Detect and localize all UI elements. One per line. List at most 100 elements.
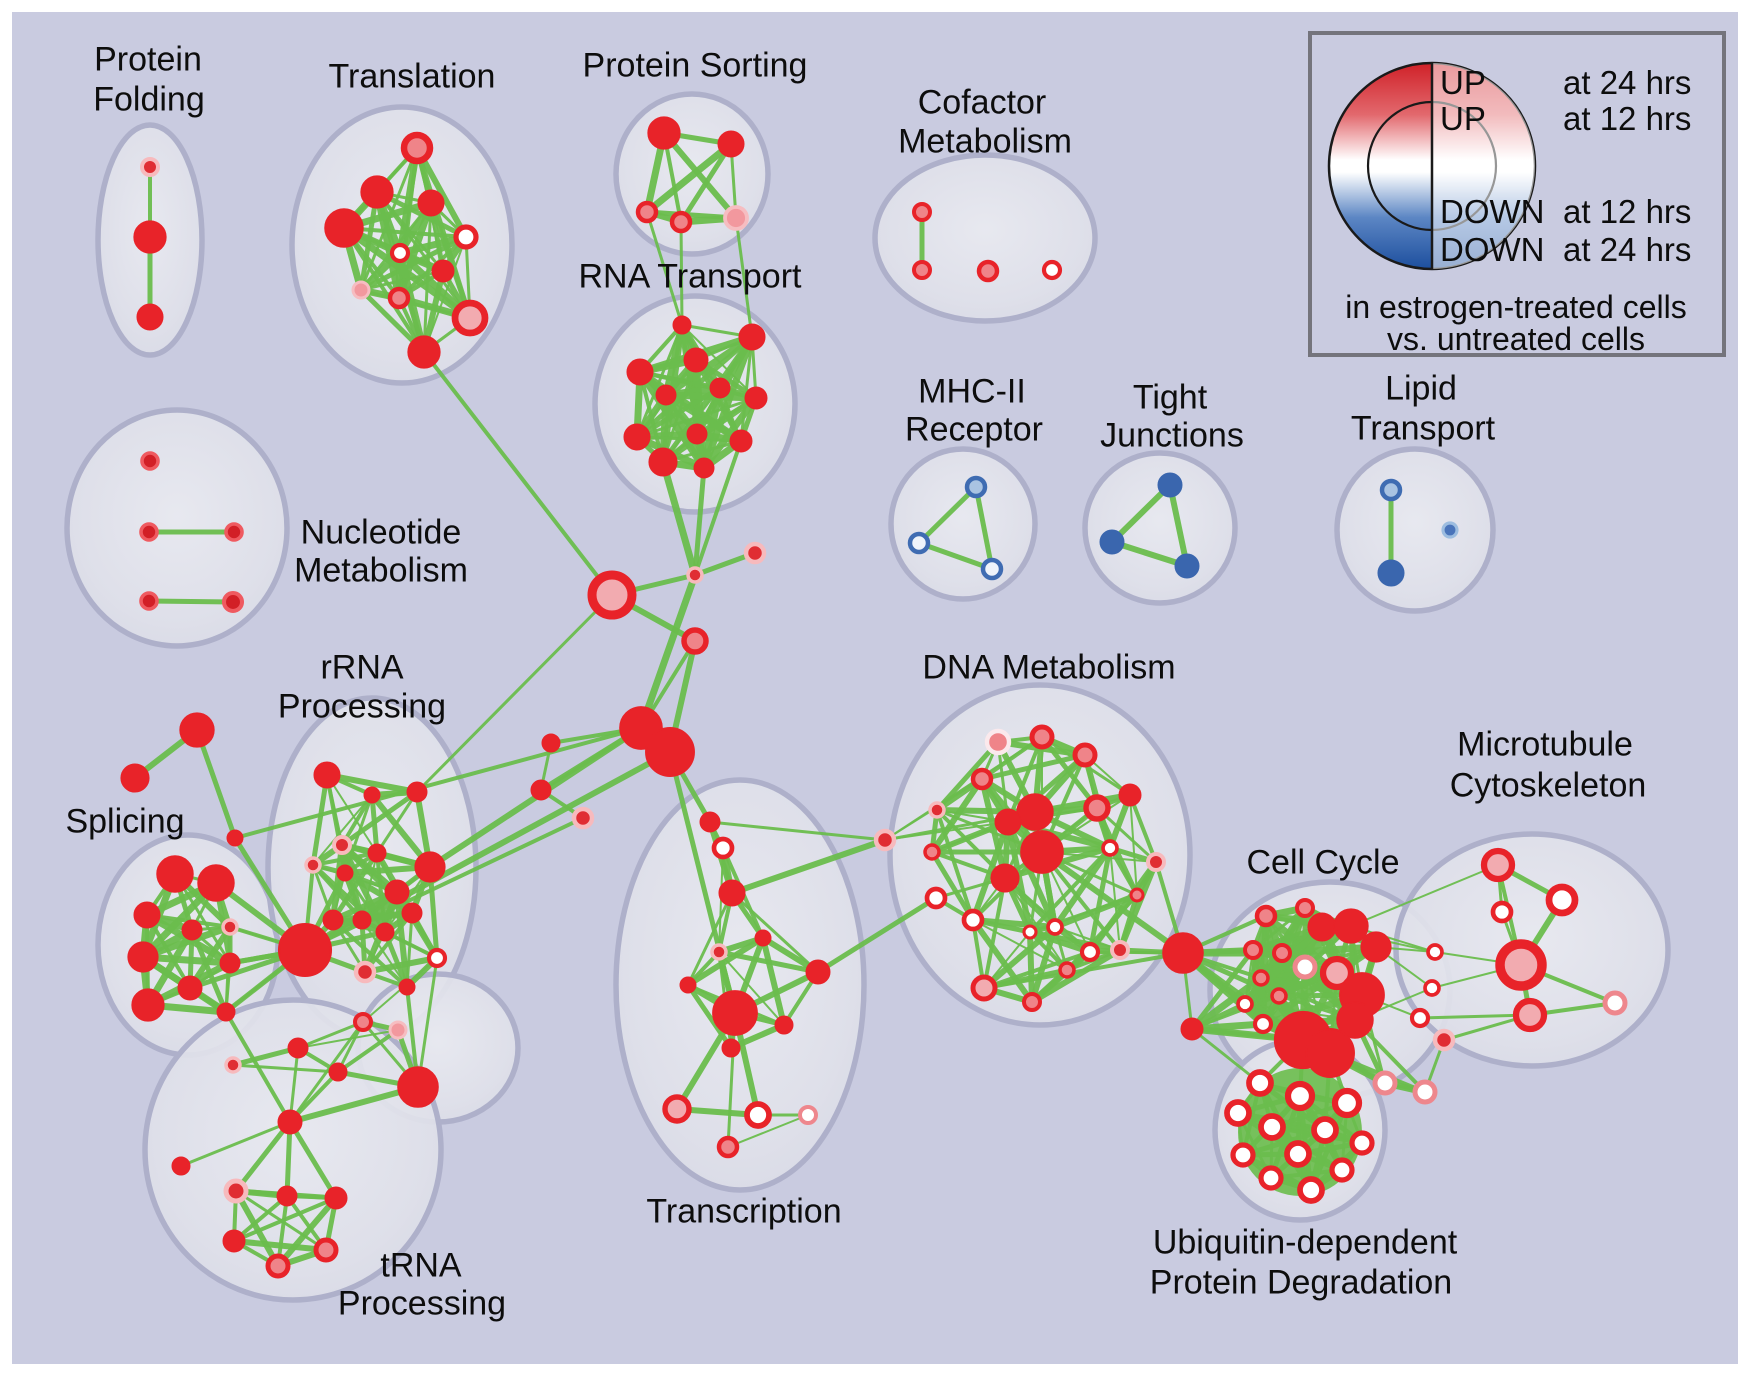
gene-node-SH[interactable]	[277, 922, 333, 978]
gene-node-U0[interactable]	[1246, 1069, 1274, 1097]
gene-node-CC8[interactable]	[1252, 969, 1270, 987]
gene-node-S3[interactable]	[181, 919, 203, 941]
gene-node-CC7[interactable]	[1319, 955, 1355, 991]
gene-node-RR8[interactable]	[384, 879, 410, 905]
gene-node-CC0[interactable]	[1162, 932, 1204, 974]
gene-node-CC5[interactable]	[1272, 943, 1292, 963]
gene-node-t2[interactable]	[223, 1178, 249, 1204]
gene-node-Tr3[interactable]	[805, 959, 831, 985]
gene-node-Tj1[interactable]	[1099, 529, 1125, 555]
gene-node-M2[interactable]	[587, 570, 637, 620]
gene-node-MT5[interactable]	[1495, 939, 1547, 991]
gene-node-U9[interactable]	[1329, 1157, 1355, 1183]
gene-node-Lt0[interactable]	[1379, 478, 1403, 502]
gene-node-G1[interactable]	[120, 763, 150, 793]
gene-node-R1[interactable]	[738, 323, 766, 351]
gene-node-T7[interactable]	[351, 280, 371, 300]
gene-node-D11[interactable]	[923, 843, 941, 861]
gene-node-D2[interactable]	[1072, 742, 1098, 768]
gene-node-M1[interactable]	[743, 541, 767, 565]
gene-node-CC11[interactable]	[1252, 1013, 1274, 1035]
gene-node-T10[interactable]	[407, 335, 441, 369]
gene-node-S5[interactable]	[127, 941, 159, 973]
gene-node-S4[interactable]	[221, 918, 239, 936]
gene-node-D20[interactable]	[1058, 961, 1076, 979]
gene-node-RR10[interactable]	[352, 910, 372, 930]
gene-node-F2[interactable]	[136, 303, 164, 331]
gene-node-S1[interactable]	[197, 864, 235, 902]
gene-node-D22[interactable]	[1022, 992, 1042, 1012]
gene-node-L2[interactable]	[571, 806, 595, 830]
gene-node-D14[interactable]	[1129, 887, 1145, 903]
gene-node-RR14[interactable]	[353, 960, 377, 984]
gene-node-CC6[interactable]	[1292, 954, 1318, 980]
gene-node-L0[interactable]	[541, 733, 561, 753]
gene-node-CC4[interactable]	[1243, 940, 1263, 960]
gene-node-T3[interactable]	[417, 189, 445, 217]
gene-node-R6[interactable]	[744, 386, 768, 410]
gene-node-t6[interactable]	[313, 1237, 339, 1263]
gene-node-D9[interactable]	[1020, 830, 1064, 874]
gene-node-Tr10[interactable]	[716, 1135, 740, 1159]
gene-node-D0[interactable]	[984, 728, 1012, 756]
gene-node-N4[interactable]	[221, 590, 245, 614]
gene-node-MT6[interactable]	[1409, 1007, 1431, 1029]
gene-node-D12[interactable]	[1101, 839, 1119, 857]
gene-node-RR2[interactable]	[406, 781, 428, 803]
gene-node-P1[interactable]	[717, 130, 745, 158]
gene-node-MT3[interactable]	[1426, 943, 1444, 961]
gene-node-T6[interactable]	[431, 259, 455, 283]
gene-node-P4[interactable]	[723, 205, 749, 231]
gene-node-D8[interactable]	[994, 808, 1022, 836]
gene-node-S6[interactable]	[177, 975, 203, 1001]
gene-node-H1[interactable]	[645, 727, 695, 777]
gene-node-D19[interactable]	[1022, 924, 1038, 940]
gene-node-D15[interactable]	[961, 908, 985, 932]
gene-node-t3[interactable]	[276, 1185, 298, 1207]
gene-node-BP[interactable]	[873, 828, 897, 852]
gene-node-Tr2[interactable]	[679, 976, 697, 994]
gene-node-S0[interactable]	[156, 855, 194, 893]
gene-node-R0[interactable]	[672, 315, 692, 335]
gene-node-CC10[interactable]	[1236, 995, 1254, 1013]
gene-node-D21[interactable]	[1110, 940, 1130, 960]
gene-node-D3[interactable]	[970, 767, 994, 791]
gene-node-RR4[interactable]	[304, 856, 322, 874]
gene-node-C1[interactable]	[912, 260, 932, 280]
gene-node-T1[interactable]	[360, 175, 394, 209]
gene-node-R7[interactable]	[623, 423, 651, 451]
gene-node-TrA[interactable]	[699, 811, 721, 833]
gene-node-Tr1[interactable]	[710, 943, 728, 961]
gene-node-N3[interactable]	[139, 591, 159, 611]
gene-node-Tr7[interactable]	[662, 1094, 692, 1124]
gene-node-CC21[interactable]	[1412, 1079, 1438, 1105]
gene-node-D7[interactable]	[1016, 793, 1054, 831]
gene-node-D4[interactable]	[928, 801, 946, 819]
gene-node-F0[interactable]	[140, 157, 160, 177]
gene-node-F1[interactable]	[133, 220, 167, 254]
gene-node-Tr5[interactable]	[774, 1015, 794, 1035]
gene-node-R8[interactable]	[686, 423, 708, 445]
gene-node-D5[interactable]	[1083, 794, 1111, 822]
gene-node-Xe[interactable]	[388, 1020, 408, 1040]
gene-node-CC3[interactable]	[1295, 898, 1315, 918]
gene-node-U2[interactable]	[1284, 1080, 1316, 1112]
gene-node-Tr6[interactable]	[721, 1038, 741, 1058]
gene-node-T2[interactable]	[324, 208, 364, 248]
gene-node-MT8[interactable]	[1602, 990, 1628, 1016]
gene-node-CC13[interactable]	[1333, 908, 1369, 944]
gene-node-D13[interactable]	[1146, 852, 1166, 872]
gene-node-CC20[interactable]	[1372, 1070, 1398, 1096]
gene-node-U4[interactable]	[1258, 1113, 1286, 1141]
gene-node-S7[interactable]	[219, 952, 241, 974]
gene-node-CC18[interactable]	[1305, 1028, 1355, 1078]
gene-node-RR3[interactable]	[332, 835, 352, 855]
gene-node-U10[interactable]	[1258, 1165, 1284, 1191]
gene-node-CC2[interactable]	[1254, 904, 1278, 928]
gene-node-U11[interactable]	[1297, 1176, 1325, 1204]
gene-node-CC16[interactable]	[1336, 1001, 1374, 1039]
gene-node-CC1[interactable]	[1180, 1017, 1204, 1041]
gene-node-S2[interactable]	[133, 901, 161, 929]
gene-node-Xa[interactable]	[287, 1037, 309, 1059]
gene-node-U1[interactable]	[1224, 1099, 1252, 1127]
